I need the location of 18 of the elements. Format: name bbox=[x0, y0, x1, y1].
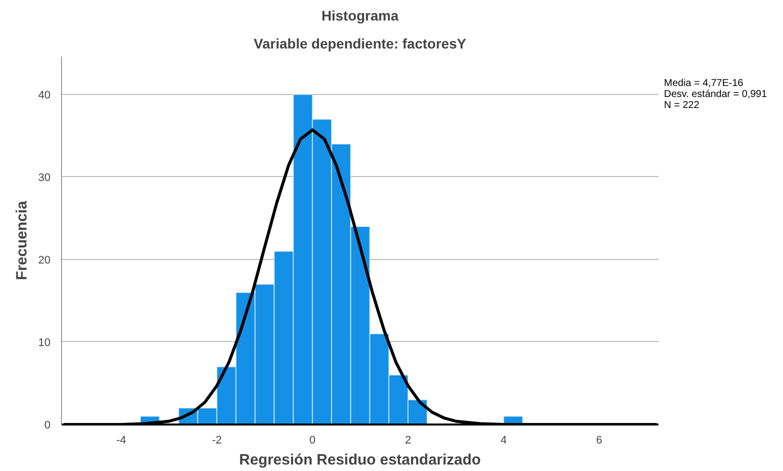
text: Media = 4,77E-16 bbox=[664, 78, 744, 89]
chart-title: Histograma bbox=[321, 8, 399, 24]
x-tick-label: 6 bbox=[596, 434, 602, 446]
y-tick-label: 0 bbox=[44, 420, 51, 432]
y-tick-label: 10 bbox=[38, 336, 51, 349]
x-tick-label: -4 bbox=[116, 434, 126, 446]
y-axis-title: Frecuencia bbox=[13, 200, 30, 280]
y-tick-label: 30 bbox=[38, 172, 51, 184]
x-tick-label: -2 bbox=[212, 434, 222, 446]
text: N = 222 bbox=[664, 100, 700, 111]
x-axis-title: Regresión Residuo estandarizado bbox=[239, 452, 481, 468]
x-tick-label: 2 bbox=[404, 434, 412, 446]
y-tick-label: 40 bbox=[38, 89, 51, 102]
text: Desv. estándar = 0,991 bbox=[664, 89, 767, 100]
x-tick-label: 4 bbox=[500, 434, 507, 446]
chart-subtitle: Variable dependiente: factoresY bbox=[254, 36, 467, 52]
y-tick-label: 20 bbox=[38, 254, 51, 266]
x-tick-label: 0 bbox=[309, 434, 316, 446]
